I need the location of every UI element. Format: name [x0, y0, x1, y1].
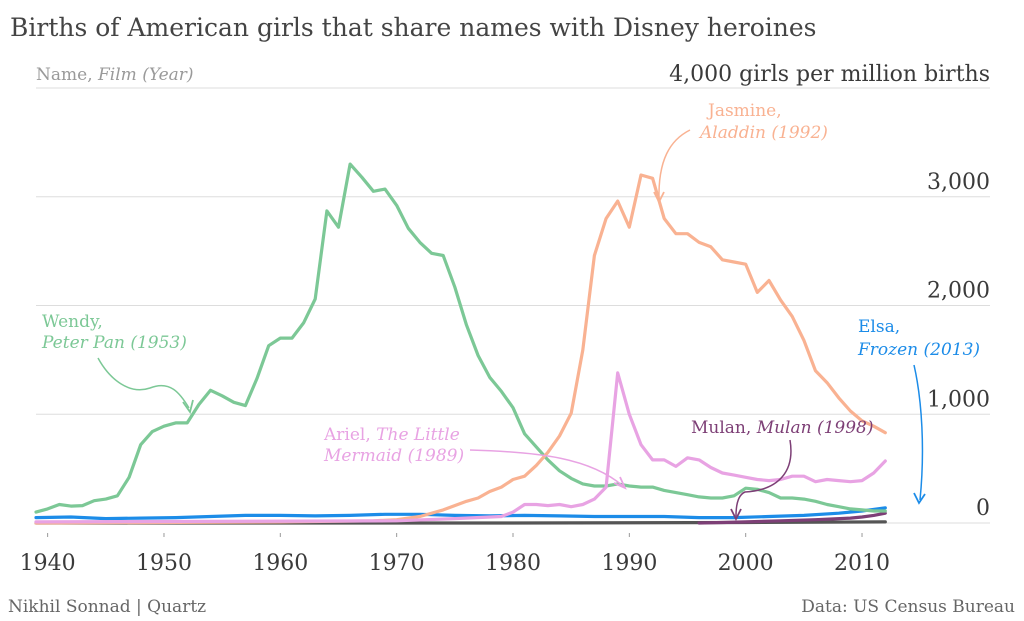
annotation-wendy-film: Peter Pan (1953)	[41, 333, 187, 353]
x-tick-label: 1960	[252, 551, 308, 576]
x-tick-label: 1970	[369, 551, 425, 576]
x-tick-label: 1940	[20, 551, 76, 576]
annotation-jasmine: Jasmine, Aladdin (1992)	[653, 101, 828, 205]
annotation-elsa: Elsa, Frozen (2013)	[857, 317, 980, 505]
series-line-mulan	[697, 511, 887, 525]
series-line-elsa	[34, 506, 887, 521]
series-line-ariel	[34, 371, 887, 524]
series-layer	[34, 162, 887, 525]
annotation-elsa-arrowhead	[913, 492, 926, 505]
annotation-elsa-name: Elsa,	[858, 317, 900, 337]
annotation-jasmine-arrowhead	[653, 191, 665, 205]
y-tick-label: 2,000	[927, 279, 990, 304]
legend-label: Name, Film (Year)	[36, 65, 194, 85]
annotation-mulan-film: Mulan (1998)	[756, 418, 874, 438]
annotation-wendy-name: Wendy,	[42, 312, 103, 332]
y-unit-label: 4,000 girls per million births	[669, 62, 990, 87]
annotation-ariel: Ariel, The Little Mermaid (1989)	[323, 425, 627, 490]
y-tick-label: 1,000	[927, 387, 990, 412]
annotation-jasmine-arrow	[658, 129, 691, 201]
footer-credit: Nikhil Sonnad | Quartz	[8, 597, 206, 617]
annotation-jasmine-film: Aladdin (1992)	[698, 123, 828, 143]
chart-title: Births of American girls that share name…	[10, 13, 816, 42]
annotation-jasmine-name: Jasmine,	[706, 101, 782, 121]
annotation-elsa-film: Frozen (2013)	[857, 340, 980, 360]
annotation-ariel-film-b: Mermaid (1989)	[323, 446, 464, 466]
x-tick-label: 2000	[718, 551, 774, 576]
annotation-ariel-name: Ariel,	[323, 425, 376, 445]
x-tick-label: 1980	[485, 551, 541, 576]
gridlines	[36, 87, 990, 524]
annotation-mulan-text: Mulan, Mulan (1998)	[691, 418, 874, 438]
footer-source: Data: US Census Bureau	[801, 597, 1015, 617]
annotation-ariel-arrow	[469, 449, 624, 487]
x-tick-label: 1950	[136, 551, 192, 576]
legend-label-name: Name,	[36, 65, 98, 85]
annotation-ariel-arrowhead	[613, 476, 627, 490]
y-tick-label: 3,000	[927, 170, 990, 195]
x-axis-ticks: 1940 1950 1960 1970 1980 1990 2000 2010	[20, 533, 890, 576]
annotation-ariel-film-a: The Little	[376, 425, 460, 445]
annotation-mulan-arrow	[735, 439, 792, 517]
y-tick-label: 0	[976, 496, 990, 521]
annotation-wendy: Wendy, Peter Pan (1953)	[41, 312, 194, 415]
annotation-wendy-arrowhead	[182, 399, 194, 415]
series-line-jasmine	[34, 173, 887, 525]
annotation-wendy-arrow	[97, 357, 190, 409]
annotation-elsa-arrow	[913, 364, 924, 501]
x-tick-label: 1990	[601, 551, 657, 576]
annotation-mulan-arrowhead	[730, 508, 742, 522]
x-tick-label: 2010	[834, 551, 890, 576]
annotation-ariel-text: Ariel, The Little	[323, 425, 460, 445]
y-axis-ticks: 0 1,000 2,000 3,000	[927, 170, 990, 521]
legend-label-film: Film (Year)	[97, 65, 194, 85]
annotation-mulan-name: Mulan,	[691, 418, 757, 438]
annotation-mulan: Mulan, Mulan (1998)	[691, 418, 874, 522]
series-line-wendy	[34, 162, 887, 514]
